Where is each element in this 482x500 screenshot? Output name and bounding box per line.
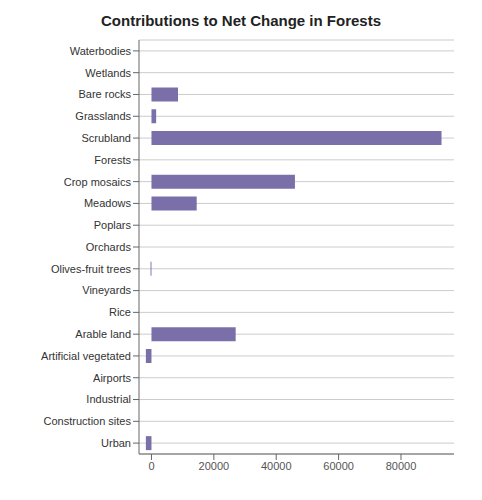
svg-text:Orchards: Orchards	[86, 241, 132, 253]
svg-text:40000: 40000	[261, 460, 292, 472]
svg-text:Poplars: Poplars	[94, 219, 132, 231]
svg-text:Airports: Airports	[93, 372, 131, 384]
html-text:Contributions to Net Change in: Contributions to Net Change in Forests	[101, 12, 381, 29]
svg-text:Rice: Rice	[109, 306, 131, 318]
svg-text:Construction sites: Construction sites	[44, 415, 132, 427]
svg-text:Arable land: Arable land	[75, 328, 131, 340]
svg-text:20000: 20000	[199, 460, 230, 472]
svg-text:Industrial: Industrial	[86, 393, 131, 405]
svg-text:Forests: Forests	[94, 154, 131, 166]
svg-text:Urban: Urban	[101, 437, 131, 449]
svg-text:Bare rocks: Bare rocks	[78, 88, 131, 100]
svg-text:Olives-fruit trees: Olives-fruit trees	[51, 263, 132, 275]
svg-text:0: 0	[148, 460, 154, 472]
svg-text:Wetlands: Wetlands	[85, 67, 131, 79]
svg-text:Meadows: Meadows	[84, 197, 132, 209]
svg-text:Waterbodies: Waterbodies	[70, 45, 132, 57]
svg-text:Scrubland: Scrubland	[81, 132, 131, 144]
svg-text:60000: 60000	[323, 460, 354, 472]
svg-text:Artificial vegetated: Artificial vegetated	[41, 350, 131, 362]
svg-text:Crop mosaics: Crop mosaics	[64, 176, 132, 188]
svg-text:Grasslands: Grasslands	[75, 110, 131, 122]
svg-text:80000: 80000	[386, 460, 417, 472]
svg-text:Vineyards: Vineyards	[82, 284, 131, 296]
